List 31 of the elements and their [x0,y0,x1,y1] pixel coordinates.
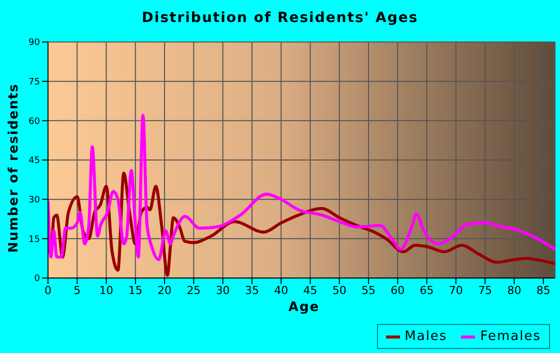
x-tick-label: 20 [158,284,172,297]
x-tick-label: 60 [390,284,405,297]
y-tick-label: 0 [34,274,40,284]
x-tick-label: 50 [332,284,346,297]
x-tick-label: 85 [536,284,550,297]
x-tick-label: 45 [303,284,318,297]
x-tick-label: 5 [74,284,81,297]
legend-label: Males [404,329,448,344]
y-tick-label: 30 [28,196,40,206]
y-tick-label: 75 [28,78,40,88]
x-tick-label: 10 [99,284,114,297]
x-tick-label: 30 [216,284,230,297]
x-tick-label: 40 [274,284,288,297]
y-tick-label: 15 [28,234,40,245]
x-tick-label: 35 [244,284,259,297]
x-tick-label: 70 [448,284,463,297]
x-tick-label: 0 [44,284,52,297]
y-tick-label: 90 [28,38,40,48]
y-tick-label: 60 [28,116,40,127]
x-tick-label: 15 [128,284,142,297]
chart-title: Distribution of Residents' Ages [140,10,420,26]
x-tick-label: 80 [507,284,522,297]
x-tick-label: 75 [478,284,492,297]
x-tick-label: 65 [420,284,434,297]
x-tick-label: 55 [362,284,376,297]
y-axis-title: Number of residents [6,83,22,253]
x-tick-label: 25 [186,284,201,297]
legend-label: Females [480,329,541,344]
line-series [48,114,555,262]
y-tick-label: 45 [28,156,40,166]
x-axis-title: Age [287,300,321,315]
